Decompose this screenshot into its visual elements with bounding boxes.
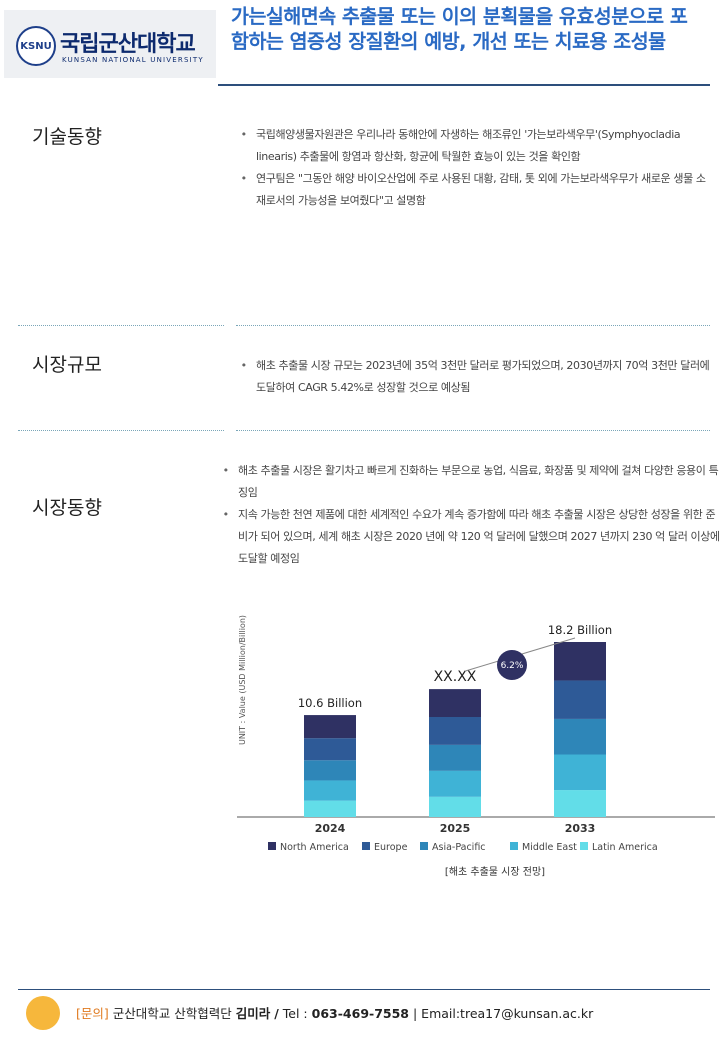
bullet-list: 해초 추출물 시장 규모는 2023년에 35억 3천만 달러로 평가되었으며,… [238, 355, 711, 399]
contact: [문의] 군산대학교 산학협력단 김미라 / Tel : 063-469-755… [76, 1003, 593, 1022]
legend-label: Middle East [522, 842, 577, 853]
bar-segment [554, 754, 606, 791]
chart-caption: [해초 추출물 시장 전망] [445, 865, 545, 878]
y-axis-label: UNIT : Value (USD Million/Billion) [238, 615, 247, 745]
section-heading: 시장동향 [32, 497, 102, 519]
bar-segment [429, 770, 481, 797]
email: | Email:trea17@kunsan.ac.kr [412, 1006, 594, 1021]
x-tick-label: 2025 [440, 822, 471, 835]
bar-segment [429, 689, 481, 717]
logo: KSNU 국립군산대학교 KUNSAN NATIONAL UNIVERSITY [4, 10, 216, 78]
contact-icon [26, 996, 60, 1030]
bullet: 연구팀은 "그동안 해양 바이오산업에 주로 사용된 대황, 감태, 톳 외에 … [256, 168, 711, 212]
footer-rule [18, 989, 710, 990]
section-heading: 기술동향 [32, 126, 102, 148]
legend-swatch [420, 842, 428, 850]
bullet: 지속 가능한 천연 제품에 대한 세계적인 수요가 계속 증가함에 따라 해초 … [238, 504, 720, 570]
x-tick-label: 2024 [315, 822, 346, 835]
section-heading: 시장규모 [32, 354, 102, 376]
logo-name: 국립군산대학교 [60, 32, 196, 57]
logo-sub: KUNSAN NATIONAL UNIVERSITY [62, 56, 204, 64]
bar-segment [304, 760, 356, 781]
growth-label: 6.2% [501, 661, 524, 671]
bullet: 해초 추출물 시장 규모는 2023년에 35억 3천만 달러로 평가되었으며,… [256, 355, 711, 399]
legend-swatch [268, 842, 276, 850]
chart: UNIT : Value (USD Million/Billion) 2024 10… [237, 615, 715, 878]
bar-segment [304, 800, 356, 817]
bar-segment [554, 642, 606, 681]
divider [18, 430, 224, 431]
bar-segment [554, 790, 606, 817]
total-label: 18.2 Billion [548, 623, 612, 637]
x-tick-label: 2033 [565, 822, 596, 835]
divider [236, 325, 710, 326]
title: 가는실해면속 추출물 또는 이의 분획물을 유효성분으로 포함하는 염증성 장질… [231, 5, 688, 53]
bar-segment [304, 715, 356, 739]
bar-segment [429, 796, 481, 817]
legend-label: North America [280, 842, 349, 853]
bullet: 국립해양생물자원관은 우리나라 동해안에 자생하는 해조류인 '가는보라색우무'… [256, 124, 711, 168]
legend-swatch [362, 842, 370, 850]
inquiry: [문의] [76, 1006, 109, 1021]
legend-label: Asia-Pacific [432, 842, 486, 853]
bar-segment [304, 738, 356, 761]
divider [18, 325, 224, 326]
bullet: 해초 추출물 시장은 활기차고 빠르게 진화하는 부문으로 농업, 식음료, 화… [238, 460, 720, 504]
org: 군산대학교 산학협력단 [112, 1006, 232, 1021]
legend-swatch [580, 842, 588, 850]
bullet-list: 국립해양생물자원관은 우리나라 동해안에 자생하는 해조류인 '가는보라색우무'… [238, 124, 711, 212]
tel: 063-469-7558 [311, 1006, 409, 1021]
legend-label: Latin America [592, 842, 658, 853]
separator: / [274, 1006, 279, 1021]
total-label: 10.6 Billion [298, 696, 362, 710]
bar-segment [554, 680, 606, 719]
header-rule [218, 84, 710, 86]
logo-badge: KSNU [16, 26, 56, 66]
bar-segment [554, 718, 606, 755]
bar-segment [304, 780, 356, 801]
legend-label: Europe [374, 842, 408, 853]
legend-swatch [510, 842, 518, 850]
person: 김미라 [235, 1006, 271, 1021]
bullet-list: 해초 추출물 시장은 활기차고 빠르게 진화하는 부문으로 농업, 식음료, 화… [220, 460, 720, 570]
total-label: XX.XX [434, 669, 477, 685]
bar-segment [429, 717, 481, 745]
tel-label: Tel : [282, 1006, 308, 1021]
bar-segment [429, 744, 481, 771]
divider [236, 430, 710, 431]
growth-badge [497, 650, 527, 680]
